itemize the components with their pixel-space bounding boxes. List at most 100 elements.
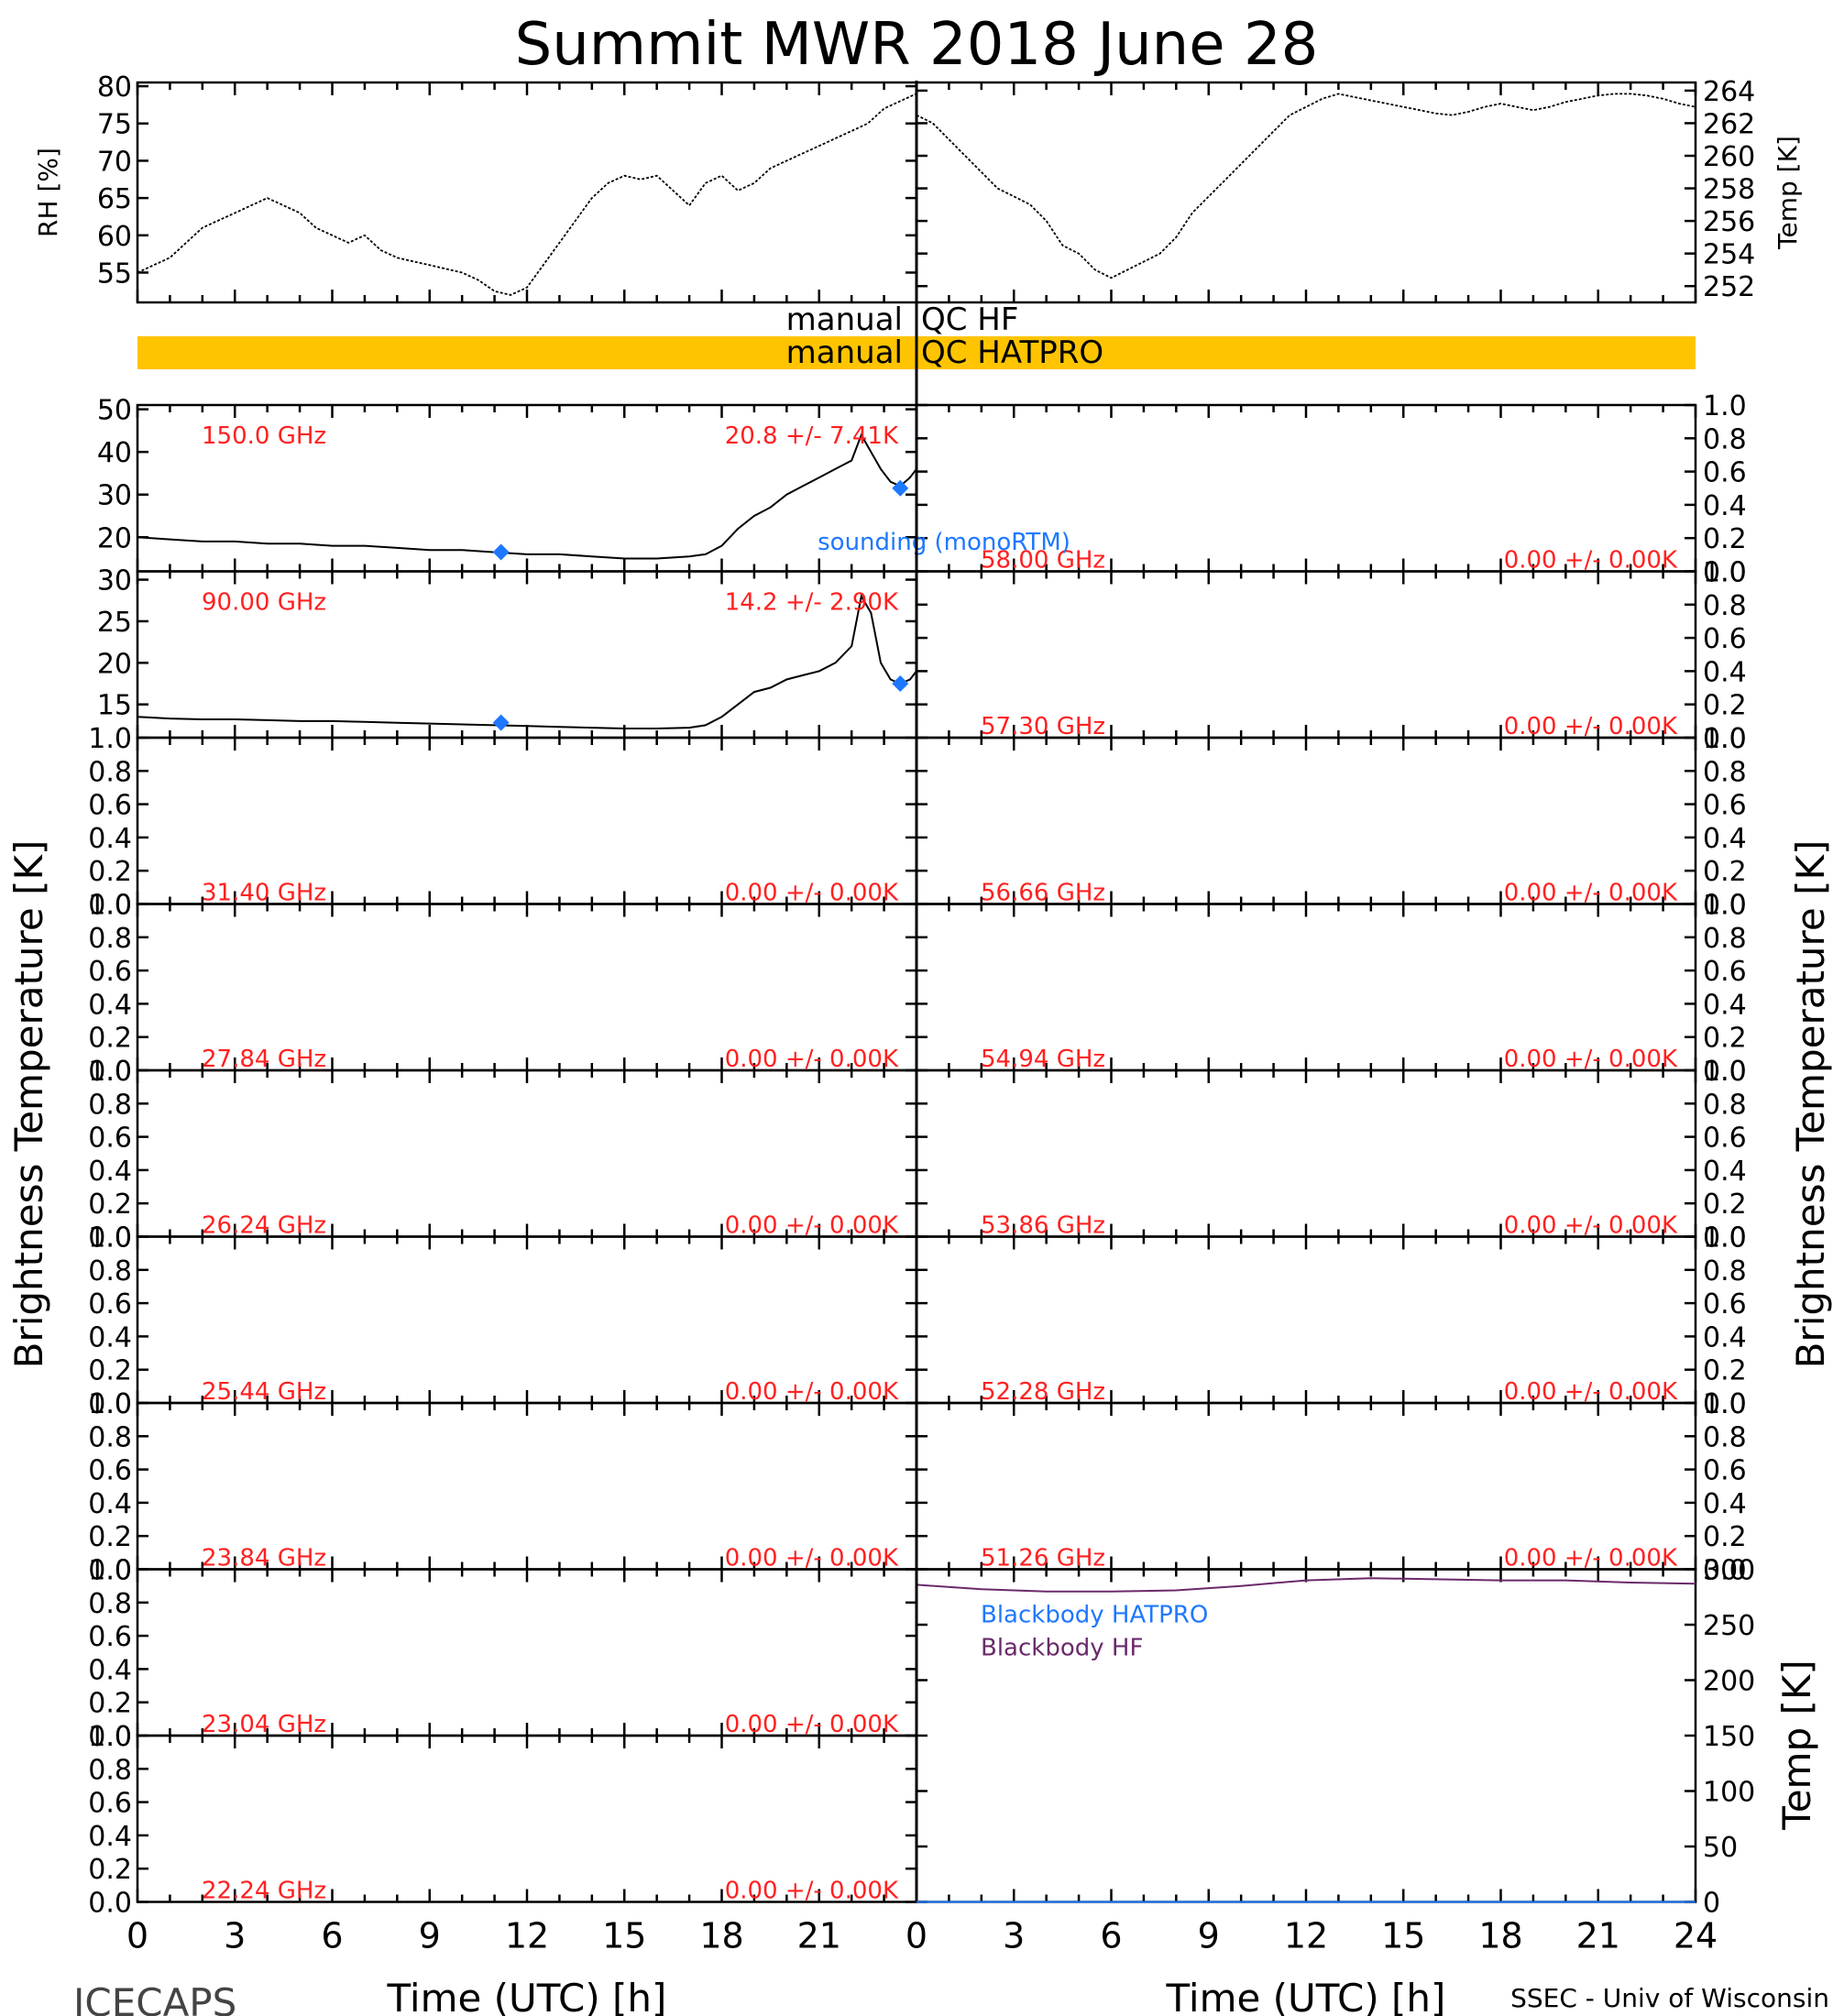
icecaps-label: ICECAPS — [73, 1980, 236, 2016]
y-tick-label: 264 — [1703, 76, 1755, 108]
y-tick-label: 0.4 — [1703, 490, 1747, 522]
y-tick-label: 0.8 — [1703, 590, 1747, 622]
x-tick-label-left: 9 — [419, 1916, 441, 1956]
y-tick-label: 0.2 — [88, 1688, 132, 1720]
y-tick-label: 0.0 — [88, 1888, 132, 1920]
y-tick-label: 0.2 — [1703, 1189, 1747, 1221]
y-tick-label: 0.0 — [88, 1555, 132, 1587]
y-tick-label: 1.0 — [1703, 723, 1747, 755]
y-tick-label: 0.0 — [1703, 1388, 1747, 1420]
x-tick-label-right: 12 — [1284, 1916, 1328, 1956]
freq-label: 22.24 GHz — [202, 1878, 326, 1905]
y-tick-label: 260 — [1703, 141, 1755, 173]
x-tick-label-right: 21 — [1576, 1916, 1620, 1956]
freq-label: 150.0 GHz — [202, 422, 326, 450]
x-tick-label-left: 18 — [699, 1916, 743, 1956]
freq-label: 54.94 GHz — [981, 1046, 1105, 1073]
y-tick-label: 258 — [1703, 174, 1755, 206]
sounding-point — [492, 714, 510, 731]
y-tick-label: 80 — [97, 71, 132, 104]
freq-label: 27.84 GHz — [202, 1046, 326, 1073]
y-tick-label: 0.6 — [1703, 790, 1747, 822]
y-tick-label: 1.0 — [1703, 557, 1747, 589]
x-tick-label-left: 21 — [797, 1916, 841, 1956]
y-tick-label: 0.6 — [88, 1123, 132, 1155]
y-tick-label: 65 — [97, 183, 132, 215]
y-tick-label: 1.0 — [88, 1222, 132, 1255]
panel-frame — [136, 81, 918, 304]
y-tick-label: 30 — [97, 480, 132, 512]
x-tick-label-right: 0 — [906, 1916, 927, 1956]
y-tick-label: 0.8 — [88, 1255, 132, 1287]
stats-label: 0.00 +/- 0.00K — [1504, 713, 1678, 740]
y-tick-label: 0.8 — [1703, 1255, 1747, 1287]
panel-ch-2224: 0.00.20.40.60.81.022.24 GHz 0.00 +/- 0.00… — [88, 1721, 918, 1920]
x-tick-label-right: 18 — [1478, 1916, 1522, 1956]
series-line — [916, 93, 1696, 279]
y-tick-label: 0.4 — [88, 1488, 132, 1520]
y-tick-label: 0.8 — [88, 1089, 132, 1121]
panel-frame — [915, 81, 1697, 304]
freq-label: 25.44 GHz — [202, 1378, 326, 1406]
y-tick-label: 0 — [1703, 1888, 1720, 1920]
stats-label: 0.00 +/- 0.00K — [725, 1711, 899, 1738]
freq-label: 58.00 GHz — [981, 547, 1105, 575]
y-tick-label: 200 — [1703, 1666, 1755, 1698]
y-tick-label: 30 — [97, 565, 132, 597]
rh-axis-label: RH [%] — [33, 148, 63, 237]
freq-label: 31.40 GHz — [202, 880, 326, 907]
stats-label: 20.8 +/- 7.41K — [725, 422, 899, 450]
y-tick-label: 0.2 — [88, 1023, 132, 1055]
series-line — [137, 593, 917, 729]
y-tick-label: 0.4 — [1703, 1488, 1747, 1520]
y-tick-label: 150 — [1703, 1721, 1755, 1753]
y-tick-label: 100 — [1703, 1777, 1755, 1809]
x-tick-label-right: 24 — [1674, 1916, 1718, 1956]
y-tick-label: 0.4 — [1703, 656, 1747, 688]
sounding-point — [492, 543, 510, 561]
y-tick-label: 0.2 — [88, 856, 132, 888]
ylabel-left: Brightness Temperature [K] — [6, 840, 51, 1369]
stats-label: 0.00 +/- 0.00K — [1504, 1545, 1678, 1572]
x-tick-label-right: 3 — [1003, 1916, 1025, 1956]
y-tick-label: 0.4 — [88, 989, 132, 1021]
stats-label: 0.00 +/- 0.00K — [1504, 1378, 1678, 1406]
freq-label: 52.28 GHz — [981, 1378, 1105, 1406]
stats-label: 0.00 +/- 0.00K — [725, 1046, 899, 1073]
panel-ch-2544: 0.00.20.40.60.81.025.44 GHz 0.00 +/- 0.00… — [88, 1222, 918, 1420]
panel-ch-5386: 0.00.20.40.60.81.053.86 GHz 0.00 +/- 0.00… — [915, 1056, 1747, 1255]
y-tick-label: 256 — [1703, 206, 1755, 238]
y-tick-label: 252 — [1703, 271, 1755, 303]
y-tick-label: 20 — [97, 522, 132, 554]
y-tick-label: 40 — [97, 437, 132, 469]
freq-label: 90.00 GHz — [202, 589, 326, 617]
stats-label: 0.00 +/- 0.00K — [725, 1212, 899, 1240]
freq-label: 53.86 GHz — [981, 1212, 1105, 1240]
panel-ch-9000: 15 20 25 30 90.00 GHz 14.2 +/- 2.90K — [97, 565, 918, 740]
qc-hf-label-left: manual — [786, 301, 903, 338]
y-tick-label: 0.0 — [1703, 1555, 1747, 1587]
y-tick-label: 0.4 — [1703, 1321, 1747, 1353]
y-tick-label: 0.6 — [1703, 1288, 1747, 1320]
freq-label: 57.30 GHz — [981, 713, 1105, 740]
qc-hatpro-label-right: QC HATPRO — [921, 334, 1103, 371]
stats-label: 0.00 +/- 0.00K — [725, 1378, 899, 1406]
x-tick-label-right: 6 — [1100, 1916, 1122, 1956]
y-tick-label: 300 — [1703, 1555, 1755, 1587]
panel-ch-5666: 0.00.20.40.60.81.056.66 GHz 0.00 +/- 0.00… — [915, 723, 1747, 922]
y-tick-label: 0.6 — [88, 1621, 132, 1653]
y-tick-label: 55 — [97, 257, 132, 290]
y-tick-label: 0.2 — [1703, 856, 1747, 888]
sounding-point — [892, 675, 909, 693]
stats-label: 0.00 +/- 0.00K — [1504, 1212, 1678, 1240]
y-tick-label: 0.4 — [1703, 1156, 1747, 1188]
freq-label: 23.84 GHz — [202, 1545, 326, 1572]
qc-legend: manual QC HF manual QC HATPRO — [137, 301, 1696, 371]
y-tick-label: 0.4 — [88, 823, 132, 855]
sounding-legend-label: sounding (monoRTM) — [818, 529, 1070, 556]
y-tick-label: 60 — [97, 221, 132, 253]
panel-ch-5800: 0.00.20.40.60.81.058.00 GHz 0.00 +/- 0.00… — [915, 390, 1747, 589]
y-tick-label: 0.8 — [88, 923, 132, 955]
y-tick-label: 0.6 — [88, 956, 132, 988]
